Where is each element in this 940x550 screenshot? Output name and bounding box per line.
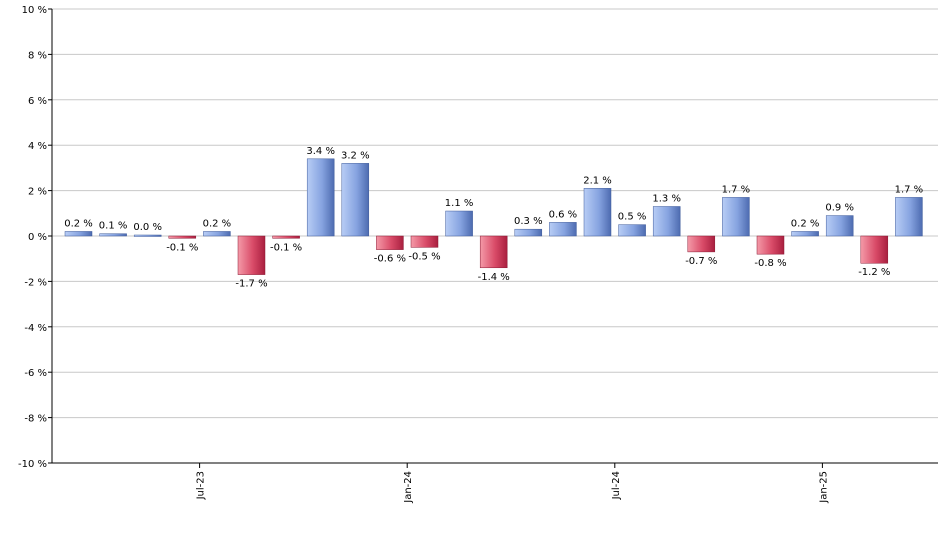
y-tick-label: -4 % (24, 323, 47, 334)
bars (64, 158, 923, 275)
bar (64, 231, 93, 237)
data-label: 0.6 % (549, 209, 578, 220)
data-label: 0.0 % (133, 222, 162, 233)
data-labels: 0.2 % 0.1 % 0.0 % -0.1 % 0.2 % -1.7 % -0.1 % 3.… (64, 146, 923, 290)
bar (272, 235, 300, 239)
bar (583, 188, 612, 237)
bar (479, 235, 508, 269)
bar (99, 233, 127, 237)
bar (376, 235, 404, 250)
data-label: 3.2 % (341, 150, 370, 161)
data-label: 0.3 % (514, 216, 543, 227)
data-label: -1.7 % (235, 279, 267, 290)
y-tick-label: 10 % (22, 5, 47, 16)
y-tick-label: 8 % (28, 50, 47, 61)
bar (652, 206, 681, 237)
data-label: 0.2 % (203, 218, 232, 229)
data-label: -1.4 % (478, 272, 510, 283)
data-label: -0.8 % (754, 258, 786, 269)
bar (445, 210, 473, 237)
bar (722, 197, 750, 237)
x-tick-label: Jan-24 (403, 471, 414, 504)
bar (687, 235, 716, 253)
bar (514, 228, 543, 237)
y-tick-label: 2 % (28, 187, 47, 198)
y-tick-label: -2 % (24, 277, 47, 288)
data-label: 0.5 % (618, 212, 647, 223)
data-label: 2.1 % (583, 175, 612, 186)
x-axis-labels: Jul-23 Jan-24 Jul-24 Jan-25 (196, 463, 829, 504)
bar (895, 197, 923, 237)
bar (618, 224, 646, 237)
bar (133, 234, 162, 237)
bar (237, 235, 266, 275)
x-tick-label: Jan-25 (818, 471, 829, 504)
data-label: -0.1 % (166, 242, 198, 253)
data-label: -0.5 % (408, 251, 440, 262)
bar (306, 158, 335, 237)
data-label: 0.9 % (825, 203, 854, 214)
data-label: -1.2 % (858, 267, 890, 278)
y-tick-label: 0 % (28, 232, 47, 243)
data-label: 0.2 % (791, 218, 820, 229)
x-tick-label: Jul-23 (196, 471, 207, 500)
bar (860, 235, 889, 264)
y-tick-label: 4 % (28, 141, 47, 152)
bar (549, 222, 577, 237)
data-label: 0.2 % (64, 218, 93, 229)
y-tick-label: -10 % (18, 459, 47, 470)
bar (791, 231, 819, 237)
data-label: 1.7 % (895, 184, 924, 195)
data-label: 0.1 % (99, 221, 128, 232)
y-tick-label: -6 % (24, 368, 47, 379)
data-label: -0.1 % (270, 242, 302, 253)
bar (168, 235, 197, 239)
data-label: 1.1 % (445, 198, 474, 209)
bar (756, 235, 785, 255)
y-axis-labels: 10 % 8 % 6 % 4 % 2 % 0 % -2 % -4 % -6 % -8 % -10 % (18, 5, 47, 470)
data-label: 3.4 % (306, 146, 335, 157)
bar (203, 231, 231, 237)
y-tick-label: 6 % (28, 96, 47, 107)
data-label: -0.6 % (374, 254, 406, 265)
bar (341, 163, 370, 237)
x-tick-label: Jul-24 (611, 471, 622, 500)
data-label: -0.7 % (685, 256, 717, 267)
data-label: 1.3 % (652, 193, 681, 204)
y-tick-label: -8 % (24, 414, 47, 425)
data-label: 1.7 % (722, 184, 751, 195)
bar (825, 215, 854, 237)
bar (410, 235, 439, 248)
